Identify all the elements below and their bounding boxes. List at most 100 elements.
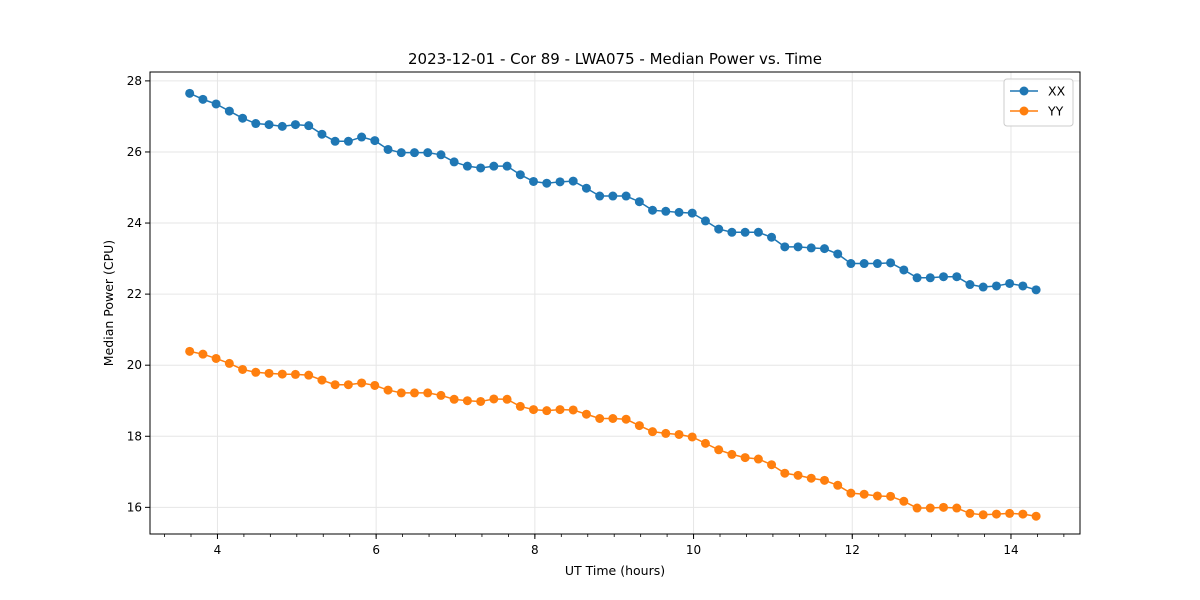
data-point-yy xyxy=(780,468,790,478)
data-point-yy xyxy=(965,508,975,518)
data-point-xx xyxy=(529,176,539,186)
data-point-yy xyxy=(198,349,208,359)
data-point-xx xyxy=(727,227,737,237)
data-point-xx xyxy=(264,120,274,130)
data-series xyxy=(185,88,1041,521)
data-point-xx xyxy=(1018,281,1028,291)
data-point-yy xyxy=(476,396,486,406)
y-tick-label: 20 xyxy=(127,358,142,372)
data-point-yy xyxy=(634,421,644,431)
data-point-xx xyxy=(595,191,605,201)
data-point-yy xyxy=(581,409,591,419)
data-point-xx xyxy=(912,273,922,283)
data-point-yy xyxy=(211,353,221,363)
data-point-xx xyxy=(608,191,618,201)
data-point-xx xyxy=(753,227,763,237)
y-tick-label: 22 xyxy=(127,287,142,301)
data-point-yy xyxy=(568,405,578,415)
data-point-yy xyxy=(542,406,552,416)
data-point-yy xyxy=(277,369,287,379)
data-point-xx xyxy=(581,183,591,193)
data-point-xx xyxy=(621,191,631,201)
data-point-xx xyxy=(502,161,512,171)
data-point-xx xyxy=(780,242,790,252)
y-tick-label: 24 xyxy=(127,216,142,230)
data-point-xx xyxy=(185,88,195,98)
legend-label-xx: XX xyxy=(1048,84,1066,99)
data-point-yy xyxy=(185,346,195,356)
data-point-yy xyxy=(343,380,353,390)
data-point-xx xyxy=(357,132,367,142)
x-tick-label: 8 xyxy=(531,543,539,557)
data-point-xx xyxy=(819,244,829,254)
data-point-yy xyxy=(489,394,499,404)
data-point-xx xyxy=(383,144,393,154)
data-point-yy xyxy=(290,369,300,379)
data-point-yy xyxy=(899,496,909,506)
data-point-xx xyxy=(1005,278,1015,288)
data-point-xx xyxy=(238,113,248,123)
data-point-yy xyxy=(740,453,750,463)
data-point-xx xyxy=(700,216,710,226)
data-point-yy xyxy=(238,364,248,374)
data-point-xx xyxy=(290,120,300,130)
data-point-yy xyxy=(396,388,406,398)
y-tick-label: 28 xyxy=(127,74,142,88)
data-point-xx xyxy=(409,148,419,158)
data-point-yy xyxy=(1005,508,1015,518)
data-point-xx xyxy=(939,272,949,282)
y-axis-label: Median Power (CPU) xyxy=(101,240,116,366)
data-point-yy xyxy=(462,396,472,406)
data-point-yy xyxy=(793,470,803,480)
data-point-xx xyxy=(740,227,750,237)
data-point-yy xyxy=(978,510,988,520)
data-point-yy xyxy=(621,414,631,424)
chart-title: 2023-12-01 - Cor 89 - LWA075 - Median Po… xyxy=(408,50,822,68)
data-point-xx xyxy=(886,258,896,268)
data-point-xx xyxy=(952,272,962,282)
data-point-xx xyxy=(423,148,433,158)
data-point-xx xyxy=(1031,285,1041,295)
data-point-yy xyxy=(727,449,737,459)
data-point-yy xyxy=(608,414,618,423)
data-point-xx xyxy=(767,232,777,242)
data-point-yy xyxy=(251,367,261,377)
y-tick-label: 26 xyxy=(127,145,142,159)
data-point-yy xyxy=(714,445,724,455)
data-point-xx xyxy=(978,282,988,292)
data-point-xx xyxy=(343,136,353,146)
data-point-yy xyxy=(806,473,816,483)
data-point-xx xyxy=(965,280,975,290)
plot-frame xyxy=(149,71,1081,535)
data-point-xx xyxy=(925,273,935,283)
data-point-yy xyxy=(700,438,710,448)
data-point-xx xyxy=(317,129,327,139)
data-point-yy xyxy=(753,454,763,464)
legend-marker-xx xyxy=(1019,86,1029,96)
data-point-yy xyxy=(872,491,882,501)
data-point-yy xyxy=(224,358,234,368)
data-point-yy xyxy=(449,394,459,404)
data-point-yy xyxy=(264,368,274,378)
data-point-yy xyxy=(912,503,922,513)
data-point-xx xyxy=(859,259,869,269)
y-tick-label: 16 xyxy=(127,500,142,514)
data-point-xx xyxy=(251,119,261,129)
data-point-xx xyxy=(833,249,843,259)
data-point-xx xyxy=(555,177,565,187)
legend-label-yy: YY xyxy=(1047,104,1064,119)
data-point-xx xyxy=(396,148,406,158)
data-point-yy xyxy=(383,385,393,395)
data-point-yy xyxy=(687,432,697,442)
data-point-xx xyxy=(568,176,578,186)
data-point-xx xyxy=(661,206,671,216)
data-point-yy xyxy=(674,429,684,439)
axis-ticks: 4 6 8 10 12 14 16 18 20 22 24 26 28 xyxy=(127,74,1065,557)
data-point-xx xyxy=(648,205,658,215)
legend: XX YY xyxy=(1003,78,1074,127)
data-point-yy xyxy=(886,491,896,501)
data-point-yy xyxy=(529,405,539,415)
data-point-yy xyxy=(661,428,671,438)
data-point-yy xyxy=(819,475,829,485)
